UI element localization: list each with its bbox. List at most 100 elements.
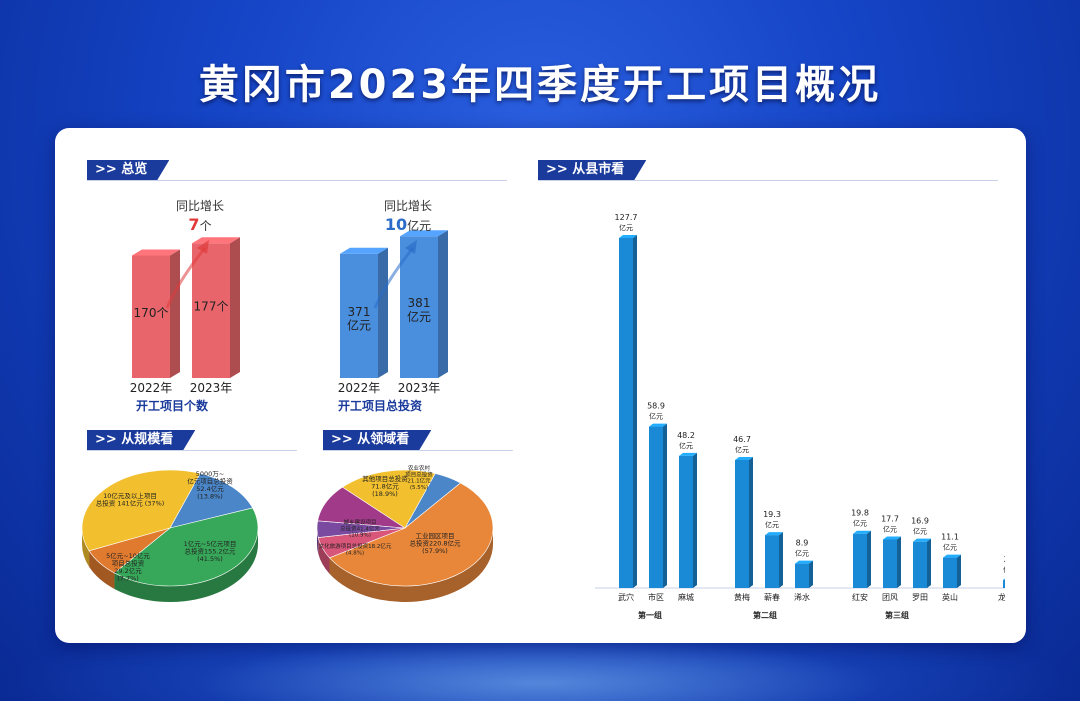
growth-label: 同比增长 [176,199,224,213]
section-overview-tag: >> 总览 [87,160,169,180]
pie-slice-label: 10亿元及以上项目总投资 141亿元 (37%) [96,491,165,507]
pie-slice-label: 文化旅游项目总投资18.2亿元(4.8%) [319,542,392,556]
pie-slice-label: 5000万~亿元项目总投资 52.4亿元(13.8%) [187,470,233,500]
county-value-label: 127.7 [615,213,638,222]
bar-category-label: 2022年 [130,381,173,395]
county-category-label: 麻城 [678,592,694,602]
pie-slice-side [114,528,258,602]
county-bar-top [765,532,783,536]
county-bar-chart: 127.7亿元武穴58.9亿元市区48.2亿元麻城46.7亿元黄梅19.3亿元蕲… [595,213,1005,620]
county-bar-黄梅 [735,460,749,588]
pie-slice-1 [113,507,259,587]
county-bar-市区 [649,426,663,588]
county-bar-英山 [943,557,957,588]
bar-2022年-side [378,247,388,378]
bar-2023年-top [400,230,448,237]
growth-arrow-head [197,240,209,254]
county-unit-label: 亿元 [795,549,809,558]
bar-value-label: 177个 [194,300,229,314]
county-bar-side [867,530,871,588]
chart-xlabel: 开工项目个数 [136,398,209,413]
county-bar-top [679,452,697,456]
county-unit-label: 亿元 [765,520,779,529]
county-value-label: 16.9 [911,517,929,526]
county-value-label: 11.1 [941,533,959,542]
bar-2023年 [192,243,230,378]
bar-category-label: 2023年 [398,381,441,395]
pie-slice-side [89,550,115,589]
county-value-label: 48.2 [677,431,695,440]
scale-pie-chart: 5000万~亿元项目总投资 52.4亿元(13.8%) 1亿元~5亿元项目总投资15… [81,469,259,602]
bar-value-label: 371 亿元 [347,305,371,333]
section-scale-tag: >> 从规模看 [87,430,195,450]
county-bar-浠水 [795,563,809,588]
growth-value: 10亿元 [385,215,431,234]
bar-value-label: 381 亿元 [407,296,431,324]
county-bar-side [897,536,901,588]
county-bar-红安 [853,533,867,588]
pie-slice-5 [341,469,436,529]
pie-slice-side [329,528,493,602]
county-bar-side [749,457,753,588]
county-value-label: 8.9 [796,539,809,548]
page-title: 黄冈市2023年四季度开工项目概况 [198,62,882,108]
county-value-label: 19.3 [763,510,781,519]
county-unit-label: 亿元 [619,223,633,232]
section-overview-line [87,180,507,181]
bar-category-label: 2023年 [190,381,233,395]
county-bar-top [853,530,871,534]
county-category-label: 浠水 [794,592,810,602]
county-bar-top [943,554,961,558]
pie-slice-3 [81,469,201,552]
county-unit-label: 亿元 [649,412,663,421]
county-bar-罗田 [913,541,927,588]
content-panel: >> 总览 >> 从规模看 >> 从领域看 >> 从县市看 170个 2022年 1… [55,128,1026,643]
county-bar-top [913,538,931,542]
county-category-label: 英山 [942,592,958,602]
county-bar-top [1003,578,1005,581]
bar-2023年-side [438,230,448,378]
county-category-label: 蕲春 [764,592,780,602]
county-bar-top [795,560,813,564]
county-unit-label: 亿元 [1003,565,1005,574]
growth-arrow-head [405,240,417,254]
bar-2022年 [340,253,378,378]
county-bar-蕲春 [765,535,779,588]
county-bar-side [633,235,637,588]
county-category-label: 团风 [882,593,898,602]
county-category-label: 市区 [648,592,664,602]
county-category-label: 红安 [852,592,868,602]
county-bar-side [693,452,697,588]
county-bar-side [663,423,667,588]
section-scale-line [87,450,297,451]
pie-slice-side [82,528,90,567]
county-bar-龙感湖 [1003,580,1005,588]
county-bar-麻城 [679,455,693,588]
bar-value-label: 170个 [134,306,169,320]
section-county-tag: >> 从县市看 [538,160,646,180]
pie-slice-label: 其他项目总投资 71.8亿元(18.9%) [362,474,408,498]
county-unit-label: 亿元 [943,543,957,552]
growth-value: 7个 [188,215,211,234]
county-value-label: 58.9 [647,402,665,411]
pie-slice-1 [328,482,494,587]
county-bar-side [809,560,813,588]
pie-slice-label: 城乡建设项目总投资41.4亿元(10.9%) [340,518,380,539]
county-bar-top [619,235,637,238]
pie-slice-label: 1亿元~5亿元项目总投资155.2亿元(41.5%) [184,539,237,563]
bar-2022年-side [170,249,180,378]
county-bar-side [927,538,931,588]
growth-label: 同比增长 [384,199,432,213]
county-value-label: 46.7 [733,435,751,444]
county-bar-top [735,457,753,461]
county-bar-top [649,423,667,427]
chart-xlabel: 开工项目总投资 [338,398,422,413]
county-bar-side [779,532,783,588]
county-group-label: 第三组 [885,610,909,620]
pie-slice-label: 工业园区项目总投资220.8亿元(57.9%) [409,531,461,555]
county-value-label: 19.8 [851,509,869,518]
county-bar-团风 [883,539,897,588]
county-category-label: 武穴 [618,592,634,602]
